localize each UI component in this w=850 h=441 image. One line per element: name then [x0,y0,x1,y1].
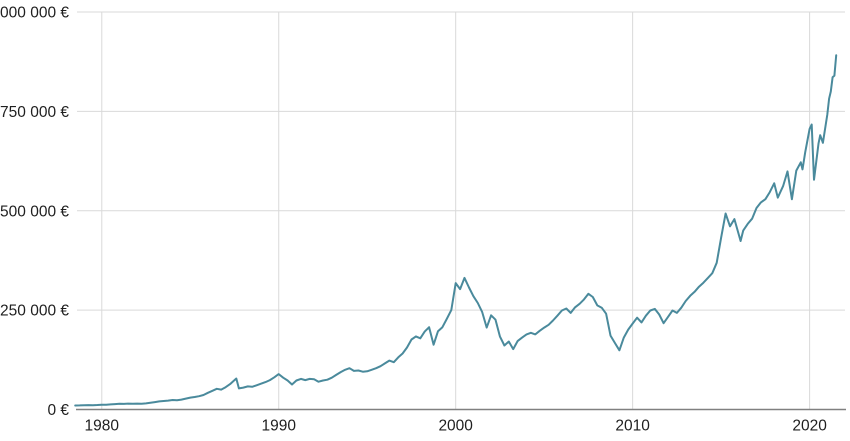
y-tick-label: 1 000 000 € [0,5,69,22]
series-line [74,54,838,407]
y-tick-label: 250 000 € [0,303,69,320]
x-tick-label: 1990 [261,418,296,435]
x-tick-label: 2010 [615,418,650,435]
x-tick-label: 2000 [438,418,473,435]
y-tick-label: 500 000 € [0,203,69,220]
x-tick-label: 1980 [85,418,120,435]
y-tick-label: 750 000 € [0,104,69,121]
y-tick-label: 0 € [47,402,69,419]
x-tick-label: 2020 [792,418,827,435]
